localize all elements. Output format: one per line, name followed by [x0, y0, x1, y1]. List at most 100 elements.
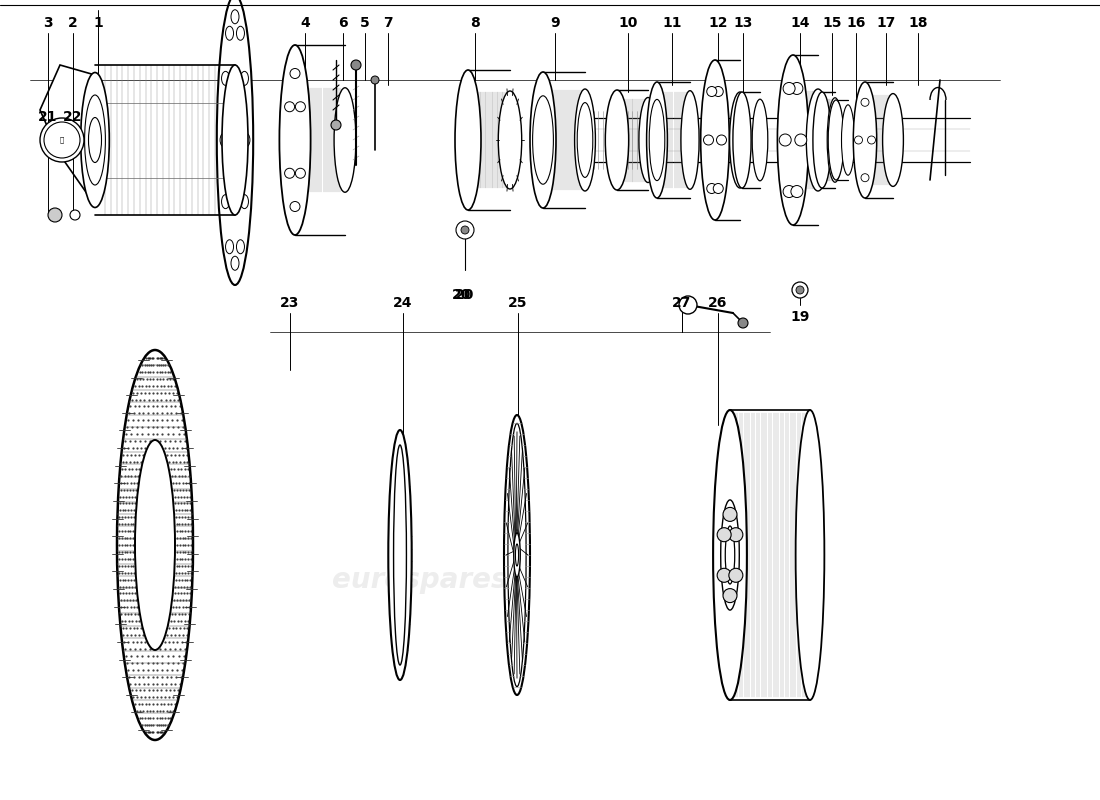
Ellipse shape	[236, 240, 244, 254]
Circle shape	[44, 122, 80, 158]
Text: eurospares: eurospares	[332, 566, 508, 594]
Circle shape	[855, 136, 862, 144]
Ellipse shape	[40, 118, 84, 162]
Circle shape	[796, 286, 804, 294]
Ellipse shape	[681, 90, 700, 190]
Text: 18: 18	[909, 16, 927, 30]
Ellipse shape	[733, 92, 751, 188]
Ellipse shape	[242, 133, 250, 147]
Ellipse shape	[827, 98, 843, 182]
Circle shape	[729, 528, 743, 542]
Circle shape	[351, 60, 361, 70]
Circle shape	[285, 168, 295, 178]
Text: 19: 19	[790, 310, 810, 324]
Ellipse shape	[88, 118, 101, 162]
Ellipse shape	[279, 45, 310, 235]
Text: 🐴: 🐴	[59, 137, 64, 143]
Ellipse shape	[725, 526, 735, 584]
Ellipse shape	[752, 99, 768, 181]
Circle shape	[723, 589, 737, 602]
Ellipse shape	[334, 88, 356, 192]
Ellipse shape	[842, 105, 855, 175]
Circle shape	[331, 120, 341, 130]
Text: 10: 10	[618, 16, 638, 30]
Text: 2: 2	[68, 16, 78, 30]
Circle shape	[706, 86, 717, 97]
Ellipse shape	[647, 82, 668, 198]
Circle shape	[285, 102, 295, 112]
Ellipse shape	[854, 82, 877, 198]
Circle shape	[713, 86, 724, 97]
Circle shape	[717, 568, 732, 582]
Text: 23: 23	[280, 296, 299, 310]
Ellipse shape	[508, 423, 526, 686]
Ellipse shape	[516, 544, 518, 566]
Circle shape	[861, 174, 869, 182]
Text: 24: 24	[394, 296, 412, 310]
Ellipse shape	[394, 445, 406, 665]
Ellipse shape	[514, 533, 520, 577]
Ellipse shape	[241, 194, 249, 209]
Text: 9: 9	[550, 16, 560, 30]
Text: 11: 11	[662, 16, 682, 30]
Ellipse shape	[85, 95, 106, 185]
Circle shape	[783, 186, 795, 198]
Text: 20: 20	[455, 288, 475, 302]
Circle shape	[779, 134, 791, 146]
Circle shape	[706, 183, 717, 194]
Circle shape	[296, 168, 306, 178]
Text: 1: 1	[94, 16, 103, 30]
Circle shape	[792, 282, 808, 298]
Ellipse shape	[455, 70, 481, 210]
Text: 21: 21	[39, 110, 57, 124]
Ellipse shape	[241, 71, 249, 86]
Text: 17: 17	[877, 16, 895, 30]
Ellipse shape	[226, 240, 233, 254]
Text: 20: 20	[452, 288, 472, 302]
Circle shape	[861, 98, 869, 106]
Circle shape	[456, 221, 474, 239]
Ellipse shape	[828, 100, 844, 180]
Polygon shape	[40, 65, 95, 205]
Ellipse shape	[701, 60, 729, 220]
Ellipse shape	[222, 65, 248, 215]
Ellipse shape	[795, 410, 824, 700]
Text: 8: 8	[470, 16, 480, 30]
Ellipse shape	[813, 92, 832, 188]
Circle shape	[717, 528, 732, 542]
Ellipse shape	[231, 10, 239, 24]
Ellipse shape	[649, 99, 664, 181]
Text: 25: 25	[508, 296, 528, 310]
Text: 12: 12	[708, 16, 728, 30]
Ellipse shape	[605, 90, 629, 190]
Circle shape	[70, 210, 80, 220]
Text: 27: 27	[672, 296, 692, 310]
Circle shape	[713, 183, 724, 194]
Text: 6: 6	[338, 16, 348, 30]
Ellipse shape	[882, 94, 903, 186]
Circle shape	[738, 318, 748, 328]
Circle shape	[679, 296, 697, 314]
Circle shape	[795, 134, 806, 146]
Circle shape	[729, 568, 743, 582]
Ellipse shape	[639, 98, 657, 182]
Ellipse shape	[388, 430, 411, 680]
Text: 3: 3	[43, 16, 53, 30]
Ellipse shape	[117, 350, 192, 740]
Text: 14: 14	[790, 16, 810, 30]
Ellipse shape	[135, 440, 175, 650]
Circle shape	[296, 102, 306, 112]
Circle shape	[461, 226, 469, 234]
Ellipse shape	[530, 72, 556, 208]
Ellipse shape	[729, 92, 750, 188]
Circle shape	[783, 82, 795, 94]
Circle shape	[868, 136, 876, 144]
Ellipse shape	[806, 89, 829, 191]
Circle shape	[791, 82, 803, 94]
Circle shape	[723, 507, 737, 522]
Text: 7: 7	[383, 16, 393, 30]
Ellipse shape	[231, 256, 239, 270]
Ellipse shape	[236, 26, 244, 40]
Ellipse shape	[778, 55, 808, 225]
Ellipse shape	[221, 194, 230, 209]
